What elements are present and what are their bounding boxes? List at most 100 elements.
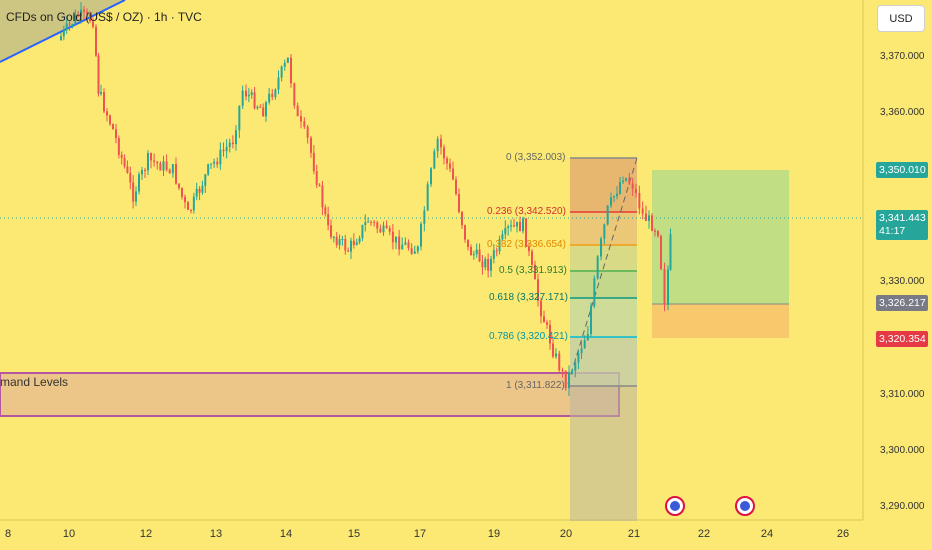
candle-body [83, 9, 85, 12]
candle-body [580, 348, 583, 354]
target-zone[interactable] [652, 170, 789, 304]
candle-body [141, 170, 143, 175]
candle-body [413, 251, 416, 254]
bar-countdown: 41:17 [879, 225, 906, 237]
candle-body [420, 223, 422, 247]
candle-body [452, 168, 454, 180]
candle-body [95, 26, 97, 56]
candle-body [241, 90, 244, 106]
candle-body [207, 164, 210, 175]
candle-body [74, 14, 77, 25]
candle-body [510, 225, 512, 227]
candle-body [132, 182, 135, 202]
candle-body [651, 215, 653, 231]
time-tick-label: 22 [697, 528, 711, 540]
candle-body [129, 172, 132, 183]
candle-body [606, 205, 609, 225]
candle-body [123, 157, 126, 167]
candle-body [286, 57, 289, 63]
price-tick-label: 3,360.000 [880, 107, 925, 118]
candle-body [147, 153, 149, 171]
candle-body [667, 269, 669, 305]
news-event-icon[interactable] [665, 496, 685, 516]
candle-body [195, 188, 198, 197]
news-event-icon[interactable] [735, 496, 755, 516]
candle-body [475, 249, 478, 255]
chart-title: CFDs on Gold (US$ / OZ) · 1h · TVC [6, 10, 202, 24]
candle-body [364, 222, 367, 225]
candle-body [120, 154, 123, 158]
time-tick-label: 26 [836, 528, 850, 540]
fib-label-1: 1 (3,311.822) [506, 380, 565, 391]
candle-body [335, 236, 338, 246]
candle-body [80, 9, 82, 16]
candle-body [290, 57, 292, 84]
fib-zone-0618-0786 [570, 298, 637, 337]
candle-body [464, 225, 466, 240]
candle-body [440, 138, 442, 148]
candle-body [171, 164, 174, 174]
candle-body [619, 182, 621, 194]
candle-body [250, 92, 253, 95]
candle-body [201, 185, 204, 193]
time-tick-label: 20 [559, 528, 573, 540]
candle-body [449, 163, 451, 169]
candle-body [117, 138, 120, 155]
candle-body [558, 353, 561, 371]
candle-body [358, 238, 361, 243]
time-tick-label: 17 [413, 528, 427, 540]
candle-body [398, 236, 401, 250]
demand-zone[interactable] [0, 372, 620, 417]
candle-body [247, 94, 250, 97]
candle-body [478, 249, 481, 262]
candle-body [373, 221, 376, 223]
candle-body [225, 146, 228, 152]
candle-body [347, 250, 350, 252]
candle-body [350, 240, 352, 252]
candle-body [571, 370, 574, 372]
candle-body [593, 278, 596, 307]
fib-label-0786: 0.786 (3,320.421) [489, 331, 568, 342]
candle-body [600, 238, 602, 257]
candle-body [635, 189, 637, 193]
candle-body [265, 102, 267, 117]
candle-body [622, 180, 624, 183]
candle-body [574, 362, 577, 371]
candle-body [549, 324, 551, 344]
candle-body [507, 226, 510, 229]
candle-body [404, 242, 407, 245]
candle-body [546, 322, 548, 325]
candle-body [492, 250, 495, 259]
candle-body [277, 77, 280, 90]
currency-button[interactable]: USD [877, 5, 925, 32]
candle-body [310, 137, 312, 153]
candle-body [361, 224, 364, 239]
candle-body [144, 170, 146, 172]
entry-price-tag: 3,326.217 [876, 295, 928, 311]
candle-body [498, 239, 501, 252]
candle-body [407, 242, 410, 249]
candle-body [60, 36, 62, 40]
candle-body [156, 161, 159, 164]
candle-body [150, 153, 152, 161]
candle-body [543, 316, 545, 323]
candle-body [300, 116, 302, 122]
time-tick-label: 12 [139, 528, 153, 540]
trendline[interactable] [0, 0, 126, 63]
candle-body [555, 353, 557, 357]
candle-body [181, 187, 183, 197]
candle-body [115, 129, 117, 139]
candle-body [283, 62, 286, 67]
candle-body [97, 55, 100, 94]
time-tick-label: 14 [279, 528, 293, 540]
candle-body [583, 340, 586, 349]
stop-zone[interactable] [652, 304, 789, 338]
candle-body [561, 370, 564, 372]
candle-body [332, 236, 335, 238]
candle-body [586, 334, 589, 341]
candle-body [210, 163, 212, 165]
candle-body [481, 261, 484, 268]
candle-body [540, 300, 542, 317]
fib-label-0: 0 (3,352.003) [506, 152, 566, 163]
